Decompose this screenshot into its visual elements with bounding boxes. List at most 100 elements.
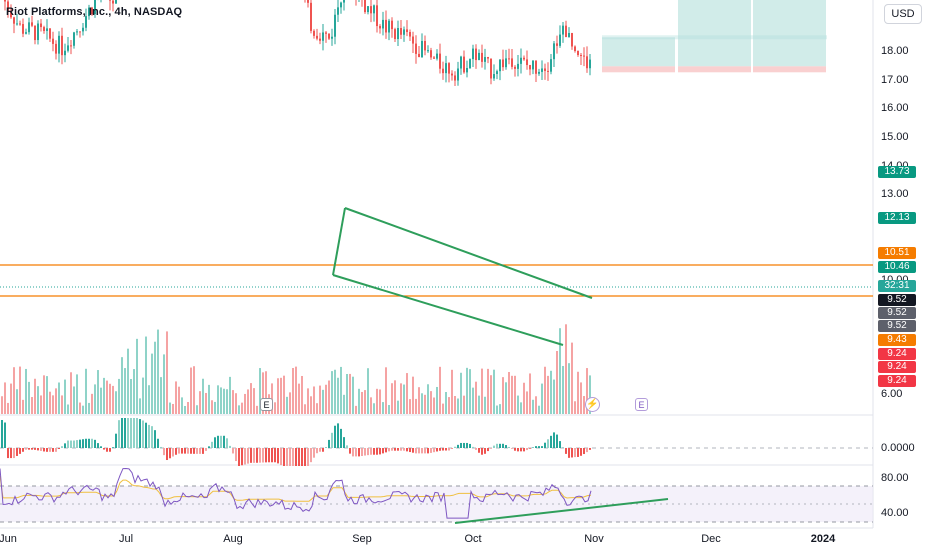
- volume-bar: [247, 389, 249, 414]
- volume-bar: [526, 391, 528, 414]
- candle-body: [382, 19, 384, 29]
- volume-bar: [469, 369, 471, 414]
- candle-body: [67, 45, 69, 51]
- volume-bar: [406, 373, 408, 414]
- candle-body: [13, 17, 15, 24]
- volume-bar: [91, 393, 93, 414]
- macd-bar: [85, 438, 87, 448]
- symbol-title[interactable]: Riot Platforms, Inc., 4h, NASDAQ: [6, 6, 183, 18]
- candle-body: [58, 35, 60, 54]
- macd-bar: [373, 448, 375, 455]
- currency-button[interactable]: USD: [884, 4, 922, 24]
- macd-bar: [199, 448, 201, 454]
- volume-bar: [280, 377, 282, 414]
- volume-bar: [142, 377, 144, 414]
- volume-bar: [328, 380, 330, 414]
- volume-bar: [553, 379, 555, 414]
- candle-body: [25, 32, 27, 34]
- volume-bar: [493, 369, 495, 414]
- macd-bar: [91, 438, 93, 448]
- earnings-icon[interactable]: E: [260, 398, 273, 411]
- volume-bar: [391, 383, 393, 414]
- volume-bar: [397, 400, 399, 414]
- candle-body: [403, 29, 405, 35]
- macd-bar: [337, 423, 339, 448]
- candle-body: [574, 46, 576, 51]
- price-tag-stop: 9.24: [878, 348, 916, 360]
- candle-body: [343, 0, 345, 3]
- volume-bar: [25, 368, 27, 414]
- candle-body: [433, 57, 435, 59]
- volume-bar: [82, 405, 84, 414]
- candle-body: [544, 68, 546, 71]
- macd-bar: [187, 448, 189, 454]
- candle-body: [4, 0, 6, 2]
- candle-body: [496, 71, 498, 75]
- macd-bar: [289, 448, 291, 466]
- candle-body: [22, 24, 24, 34]
- macd-bar: [64, 443, 66, 448]
- wedge-left-edge: [332, 207, 346, 276]
- macd-bar: [115, 433, 117, 448]
- macd-bar: [388, 448, 390, 452]
- macd-bar: [40, 448, 42, 451]
- volume-bar: [226, 389, 228, 414]
- price-axis-label: 18.00: [881, 45, 909, 57]
- candle-body: [328, 33, 330, 39]
- macd-bar: [211, 441, 213, 448]
- candle-body: [565, 25, 567, 38]
- candle-body: [412, 36, 414, 44]
- macd-bar: [310, 448, 312, 463]
- macd-bar: [76, 440, 78, 448]
- volume-bar: [199, 391, 201, 414]
- volume-bar: [127, 348, 129, 414]
- candle-body: [499, 59, 501, 72]
- volume-bar: [385, 367, 387, 414]
- macd-bar: [364, 448, 366, 456]
- macd-bar: [157, 438, 159, 448]
- macd-bar: [589, 448, 591, 450]
- macd-bar: [31, 448, 33, 450]
- macd-bar: [214, 437, 216, 448]
- wedge-lower-line: [332, 274, 564, 346]
- candle-body: [421, 40, 423, 58]
- macd-bar: [193, 448, 195, 454]
- stop-zone: [753, 66, 826, 73]
- candle-body: [88, 7, 90, 17]
- macd-bar: [361, 448, 363, 456]
- macd-bar: [565, 448, 567, 454]
- volume-bar: [301, 375, 303, 414]
- macd-bar: [415, 448, 417, 454]
- candle-body: [469, 59, 471, 68]
- volume-bar: [196, 405, 198, 414]
- candle-body: [463, 56, 465, 73]
- macd-bar: [307, 448, 309, 466]
- volume-bar: [346, 374, 348, 414]
- macd-bar: [253, 448, 255, 463]
- volume-bar: [364, 390, 366, 414]
- macd-bar: [55, 448, 57, 452]
- time-axis-label: Sep: [352, 533, 372, 545]
- lightning-icon[interactable]: ⚡: [585, 397, 600, 412]
- volume-bar: [88, 402, 90, 414]
- volume-bar: [439, 366, 441, 414]
- candle-body: [487, 57, 489, 59]
- volume-bar: [547, 375, 549, 414]
- candle-body: [580, 55, 582, 57]
- macd-bar: [235, 448, 237, 462]
- candle-body: [73, 32, 75, 46]
- volume-bar: [214, 401, 216, 414]
- volume-bar: [178, 386, 180, 414]
- candle-body: [478, 52, 480, 61]
- volume-bar: [181, 397, 183, 414]
- macd-bar: [559, 441, 561, 448]
- volume-bar: [100, 387, 102, 414]
- volume-bar: [235, 393, 237, 414]
- target-zone: [602, 35, 827, 40]
- macd-bar: [265, 448, 267, 463]
- volume-bar: [586, 368, 588, 414]
- earnings-icon[interactable]: E: [635, 398, 648, 411]
- macd-bar: [367, 448, 369, 456]
- volume-bar: [532, 399, 534, 414]
